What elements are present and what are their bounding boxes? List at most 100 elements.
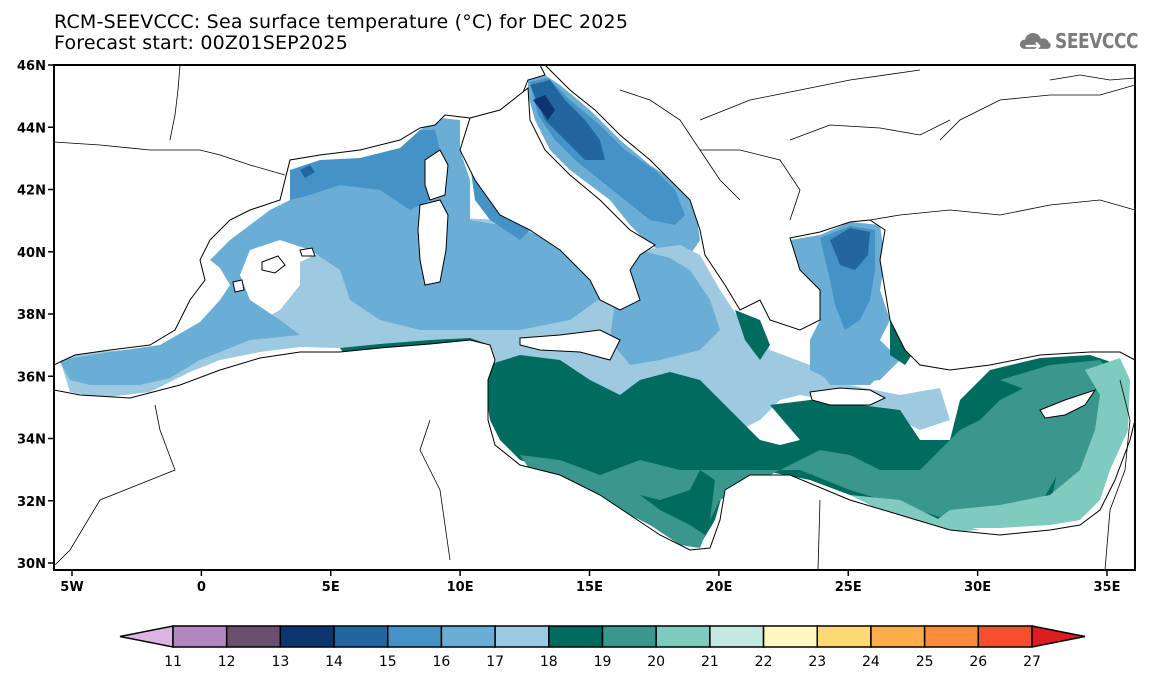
map-title: RCM-SEEVCCC: Sea surface temperature (°C… — [54, 11, 629, 33]
border-black-sea — [939, 84, 1135, 141]
lat-tick-label: 30N — [17, 557, 46, 572]
land-sicily — [519, 329, 621, 361]
border-bulgaria — [789, 119, 951, 141]
lat-tick-label: 36N — [17, 370, 46, 385]
land-italy — [459, 87, 656, 311]
colorbar-segment — [762, 625, 818, 648]
lon-tick-label: 5E — [322, 580, 340, 595]
lat-tick-label: 44N — [17, 121, 46, 136]
colorbar-segment — [387, 625, 443, 648]
lon-tick-label: 0 — [197, 580, 206, 595]
land-balkans-turkey — [544, 65, 1135, 371]
border-balkan-1 — [619, 89, 741, 201]
lon-tick-label: 35E — [1094, 580, 1121, 595]
colorbar-segment — [225, 625, 282, 648]
land-cyprus — [1039, 389, 1097, 419]
colorbar-label: 23 — [808, 654, 826, 670]
colorbar-segment — [816, 625, 872, 648]
colorbar-under-arrow — [119, 625, 174, 648]
colorbar-label: 13 — [271, 654, 289, 670]
map-frame — [53, 64, 1136, 571]
colorbar-label: 19 — [594, 654, 612, 670]
border-algeria-morocco — [54, 404, 176, 566]
border-levant — [1104, 379, 1131, 570]
colorbar-segment — [709, 625, 765, 648]
colorbar-segment — [440, 625, 496, 648]
land-sardinia — [417, 199, 449, 286]
colorbar-segment — [870, 625, 926, 648]
lon-tick-label: 20E — [705, 580, 732, 595]
colorbar-label: 15 — [379, 654, 397, 670]
lon-tick-label: 25E — [835, 580, 862, 595]
logo-text: SEEVCCC — [1055, 29, 1139, 53]
land-mallorca — [261, 255, 286, 274]
colorbar-segment — [333, 625, 389, 648]
border-crimea — [1049, 74, 1135, 81]
land-north-africa — [54, 339, 1135, 570]
sst-zone-16-west — [60, 118, 610, 385]
land-crete — [809, 387, 887, 406]
colorbar-segment — [548, 625, 604, 648]
colorbar-label: 24 — [862, 654, 880, 670]
colorbar-label: 22 — [755, 654, 773, 670]
sst-zone-19-peloponnese — [735, 310, 770, 360]
border-france-north — [169, 65, 181, 141]
sst-zone-21-levant — [930, 358, 1130, 528]
sst-zone-16-ionian — [610, 250, 720, 365]
colorbar-label: 11 — [164, 654, 182, 670]
latitude-axis: 46N 44N 42N 40N 38N 36N 34N 32N 30N — [17, 59, 54, 572]
colorbar-label: 12 — [218, 654, 236, 670]
land-menorca — [299, 247, 316, 257]
border-tunisia-libya — [419, 419, 451, 561]
border-turkey-greece — [869, 199, 1135, 221]
border-spain-france — [54, 141, 286, 176]
colorbar-label: 25 — [916, 654, 934, 670]
colorbar-label: 16 — [433, 654, 451, 670]
sst-zone-14-adriatic — [530, 80, 605, 160]
coastlines — [54, 65, 1135, 570]
lon-tick-label: 5W — [60, 580, 83, 595]
land-ibiza — [232, 279, 245, 293]
colorbar-segment — [655, 625, 711, 648]
colorbar-label: 27 — [1023, 654, 1041, 670]
colorbar-label: 20 — [647, 654, 665, 670]
sst-zone-14-aegean — [830, 228, 870, 270]
colorbar-over-arrow — [1031, 625, 1086, 648]
sst-zone-14-spot — [300, 165, 315, 178]
colorbar-segment — [279, 625, 335, 648]
seevccc-logo: SEEVCCC — [1018, 24, 1153, 58]
colorbar-label: 18 — [540, 654, 558, 670]
sst-zone-20-libya — [700, 380, 1090, 520]
lat-tick-label: 34N — [17, 433, 46, 448]
border-libya-egypt — [817, 499, 821, 570]
lat-tick-label: 46N — [17, 59, 46, 74]
sst-zone-21-egypt — [850, 495, 980, 532]
cloud-arrow-icon — [1019, 33, 1051, 50]
land-corsica — [424, 149, 449, 201]
colorbar-label: 26 — [969, 654, 987, 670]
country-borders — [54, 65, 1135, 570]
lon-tick-label: 10E — [447, 580, 474, 595]
sst-zone-16-cretan — [815, 335, 890, 385]
colorbar-label: 17 — [486, 654, 504, 670]
colorbar-label: 21 — [701, 654, 719, 670]
lon-tick-label: 15E — [576, 580, 603, 595]
lon-tick-label: 30E — [964, 580, 991, 595]
colorbar-segment — [494, 625, 550, 648]
longitude-axis: 5W 0 5E 10E 15E 20E 25E 30E 35E — [60, 570, 1120, 595]
sst-zone-15-lion — [290, 130, 445, 210]
border-romania — [699, 69, 921, 121]
colorbar-segment — [977, 625, 1033, 648]
lat-tick-label: 38N — [17, 308, 46, 323]
forecast-start-subtitle: Forecast start: 00Z01SEP2025 — [54, 32, 348, 54]
lat-tick-label: 40N — [17, 246, 46, 261]
sst-zone-13-adriatic — [533, 95, 555, 120]
border-balkan-2 — [700, 149, 801, 221]
lat-tick-label: 32N — [17, 495, 46, 510]
colorbar-label: 14 — [325, 654, 343, 670]
colorbar: 11 12 13 14 15 16 17 18 19 20 21 22 23 24 25 26 27 — [119, 625, 1086, 670]
colorbar-segment — [172, 625, 228, 648]
lat-tick-label: 42N — [17, 184, 46, 199]
colorbar-segment — [923, 625, 980, 648]
